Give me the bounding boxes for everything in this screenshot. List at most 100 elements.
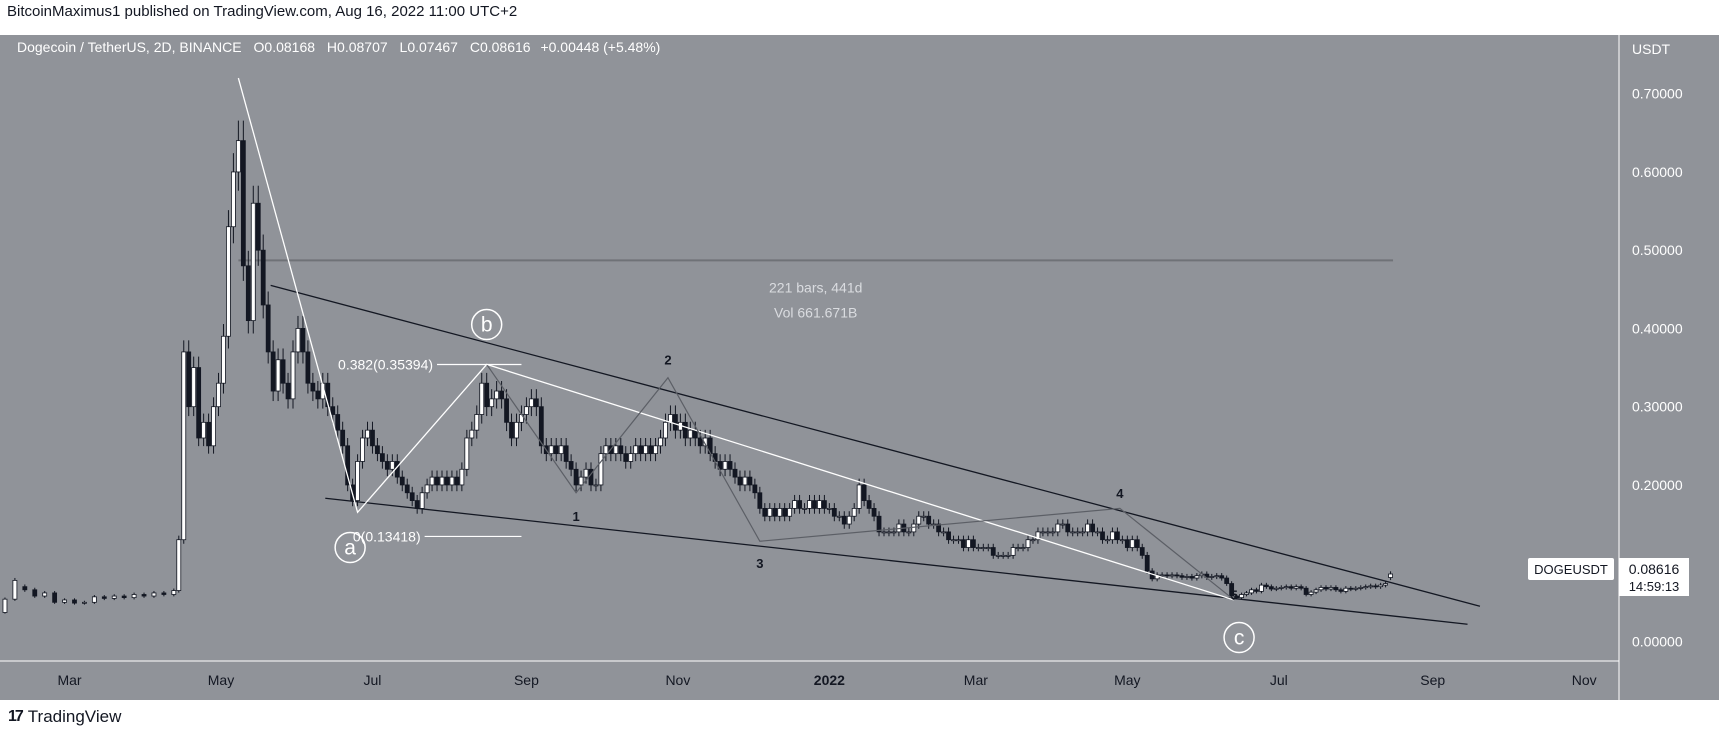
- candle-body: [1035, 531, 1041, 541]
- candle-body: [355, 461, 360, 501]
- candle-body: [970, 539, 976, 548]
- candle-body: [1110, 531, 1115, 541]
- fib-level-label: 0(0.13418): [353, 528, 421, 544]
- candle-body: [578, 476, 584, 486]
- candle-body: [1323, 587, 1329, 590]
- candle-body: [211, 406, 216, 447]
- candle-body: [1129, 539, 1135, 548]
- candle-body: [330, 406, 336, 415]
- time-axis[interactable]: Mar May Jul Sep Nov 2022 Mar May Jul Sep Nov: [57, 672, 1596, 688]
- svg-text:Dogecoin / TetherUS, 2D, BINAN: Dogecoin / TetherUS, 2D, BINANCE O0.0816…: [17, 39, 660, 55]
- brand-name[interactable]: TradingView: [27, 707, 122, 726]
- candle-body: [1194, 575, 1200, 579]
- candle-body: [1333, 587, 1339, 591]
- candle-body: [494, 390, 500, 400]
- candle-body: [623, 453, 629, 462]
- candle-body: [702, 437, 708, 447]
- wave-label: 2: [664, 353, 671, 368]
- candle-body: [245, 265, 251, 322]
- wave-lines: [237, 77, 1235, 601]
- candle-body: [504, 398, 509, 423]
- wave-label: c: [1234, 627, 1245, 650]
- candle-body: [176, 539, 182, 591]
- candle-body: [404, 484, 410, 494]
- candle-body: [1278, 587, 1284, 589]
- time-tick-label: Jul: [364, 672, 382, 688]
- price-tick-label: 0.40000: [1632, 320, 1683, 336]
- candle-body: [941, 531, 946, 534]
- candle-body: [1308, 591, 1314, 595]
- time-tick-label: Mar: [964, 672, 988, 688]
- trendlines: [270, 284, 1481, 625]
- candle-body: [275, 359, 281, 392]
- candle-body: [926, 515, 932, 525]
- candle-body: [1105, 539, 1110, 542]
- candle-body: [360, 437, 365, 462]
- candle-body: [226, 226, 231, 337]
- candle-body: [1055, 523, 1061, 533]
- candle-body: [812, 500, 817, 509]
- candle-body: [1229, 583, 1235, 597]
- candle-body: [658, 437, 663, 447]
- candle-body: [91, 596, 97, 603]
- candle-body: [1224, 577, 1230, 584]
- chart-area[interactable]: 221 bars, 441d Vol 661.671B 0.382(0.3539…: [0, 35, 1719, 700]
- candle-body: [826, 508, 832, 510]
- candle-body: [921, 515, 927, 518]
- price-tick-label: 0.50000: [1632, 242, 1683, 258]
- candle-body: [1179, 575, 1185, 578]
- candle-body: [1060, 523, 1066, 526]
- candle-body: [524, 406, 529, 415]
- range-annotation: 221 bars, 441d Vol 661.671B: [238, 259, 1394, 320]
- candle-body: [876, 515, 882, 533]
- candle-body: [782, 508, 788, 517]
- candle-body: [1000, 554, 1006, 557]
- candle-body: [1343, 587, 1349, 592]
- candle-body: [1259, 584, 1264, 592]
- candle-body: [1353, 587, 1359, 590]
- price-tick-label: 0.00000: [1632, 633, 1683, 649]
- candle-body: [2, 598, 8, 613]
- candle-body: [444, 476, 450, 486]
- candle-body: [52, 592, 58, 603]
- candle-body: [370, 429, 375, 447]
- candle-body: [936, 523, 942, 533]
- candle-body: [1065, 523, 1071, 533]
- price-tick-label: 0.20000: [1632, 477, 1683, 493]
- candle-body: [290, 351, 296, 400]
- candle-body: [1234, 595, 1239, 599]
- candle-body: [1164, 574, 1170, 577]
- candle-body: [573, 468, 579, 486]
- candle-body: [1263, 584, 1269, 588]
- candle-body: [1139, 547, 1145, 556]
- candle-body: [951, 539, 956, 542]
- legend-open-label: O: [254, 39, 265, 55]
- candle-body: [1134, 539, 1140, 548]
- time-tick-label: May: [208, 672, 234, 688]
- candle-body: [389, 461, 395, 470]
- candle-body: [384, 461, 390, 470]
- price-tag-bg: [1619, 558, 1689, 596]
- tradingview-logo-icon[interactable]: 17: [8, 708, 24, 725]
- candle-body: [956, 539, 961, 542]
- price-chart[interactable]: 221 bars, 441d Vol 661.671B 0.382(0.3539…: [0, 35, 1719, 700]
- candle-body: [1313, 589, 1319, 593]
- candle-body: [1144, 554, 1150, 572]
- candle-body: [906, 531, 912, 534]
- candle-body: [424, 484, 430, 494]
- candle-body: [593, 484, 599, 487]
- candle-body: [206, 421, 211, 447]
- candle-body: [916, 515, 922, 525]
- candle-body: [216, 382, 221, 408]
- candle-body: [836, 515, 842, 518]
- candle-body: [469, 429, 475, 439]
- candle-body: [861, 484, 867, 501]
- candle-body: [533, 398, 539, 408]
- candle-body: [1015, 547, 1021, 549]
- candle-body: [1383, 583, 1388, 586]
- candle-body: [727, 461, 733, 470]
- candle-body: [1303, 587, 1309, 595]
- footer: 17 TradingView: [8, 706, 121, 728]
- candle-body: [628, 453, 634, 462]
- candle-body: [1373, 585, 1379, 588]
